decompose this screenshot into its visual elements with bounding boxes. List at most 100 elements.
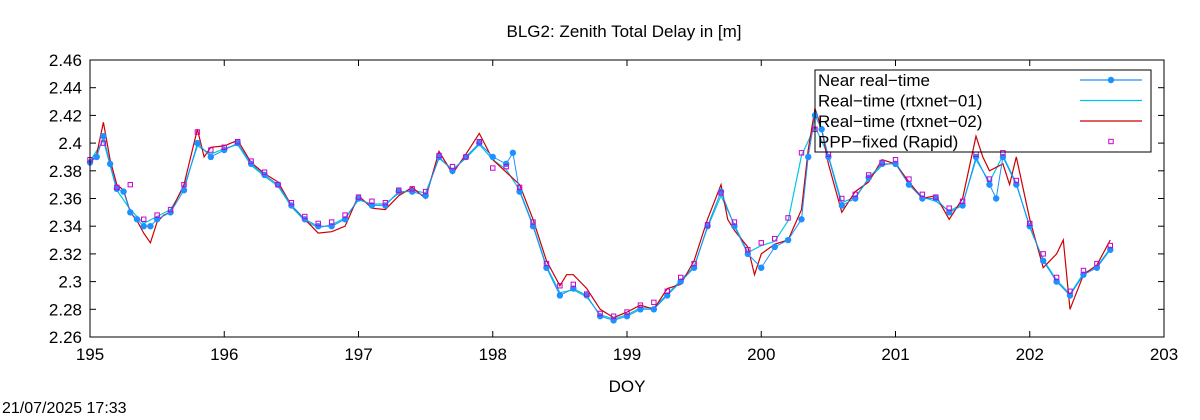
data-point-ppp-fixed <box>409 186 415 192</box>
data-point-ppp-fixed <box>167 206 174 213</box>
data-point-ppp-fixed <box>127 181 133 188</box>
data-point-ppp-fixed <box>476 139 483 145</box>
data-point-near-real-time <box>905 181 913 188</box>
chart-title: BLG2: Zenith Total Delay in [m] <box>507 22 742 41</box>
data-point-ppp-fixed <box>1067 288 1073 294</box>
y-tick-label: 2.44 <box>49 79 82 98</box>
data-point-near-real-time <box>234 139 241 147</box>
data-point-near-real-time <box>409 188 416 195</box>
data-point-ppp-fixed <box>879 159 885 166</box>
data-point-near-real-time <box>1039 257 1047 265</box>
data-point-near-real-time <box>986 181 993 188</box>
data-point-near-real-time <box>650 306 658 313</box>
data-point-near-real-time <box>784 236 792 244</box>
data-point-ppp-fixed <box>1107 242 1113 249</box>
data-point-near-real-time <box>194 139 201 147</box>
y-tick-label: 2.28 <box>49 300 82 319</box>
data-point-ppp-fixed <box>1053 274 1060 281</box>
data-point-ppp-fixed <box>664 288 670 294</box>
data-point-ppp-fixed <box>181 181 187 188</box>
data-point-near-real-time <box>247 160 255 168</box>
y-tick-label: 2.3 <box>58 273 82 292</box>
y-tick-label: 2.46 <box>49 51 82 70</box>
legend-label: Real−time (rtxnet−01) <box>818 92 982 111</box>
data-point-near-real-time <box>838 202 845 209</box>
data-point-ppp-fixed <box>342 212 348 218</box>
data-point-ppp-fixed <box>275 181 281 188</box>
data-point-near-real-time <box>113 185 121 193</box>
data-point-near-real-time <box>1026 223 1033 230</box>
data-point-ppp-fixed <box>959 198 966 204</box>
data-point-ppp-fixed <box>986 176 993 182</box>
data-point-ppp-fixed <box>422 188 429 195</box>
data-point-ppp-fixed <box>852 191 858 198</box>
series-line-rtxnet-02 <box>89 108 1111 319</box>
data-point-near-real-time <box>818 126 825 133</box>
y-tick-label: 2.32 <box>49 245 82 264</box>
data-point-near-real-time <box>288 202 295 209</box>
data-point-ppp-fixed <box>584 291 590 297</box>
data-point-ppp-fixed <box>194 129 201 135</box>
data-point-near-real-time <box>167 209 174 216</box>
data-point-near-real-time <box>509 149 517 156</box>
data-point-near-real-time <box>301 216 308 223</box>
data-point-ppp-fixed <box>919 191 926 198</box>
data-point-ppp-fixed <box>906 176 912 182</box>
data-point-ppp-fixed <box>315 220 321 227</box>
data-point-near-real-time <box>261 171 268 179</box>
data-point-ppp-fixed <box>933 194 939 200</box>
x-axis-label: DOY <box>609 377 646 396</box>
legend-swatch-point <box>1107 76 1115 84</box>
data-point-ppp-fixed <box>208 147 214 153</box>
data-point-near-real-time <box>120 188 127 195</box>
x-tick-label: 203 <box>1150 345 1178 364</box>
data-point-ppp-fixed <box>610 313 617 319</box>
data-point-ppp-fixed <box>1040 251 1046 257</box>
data-point-near-real-time <box>127 209 134 216</box>
data-point-ppp-fixed <box>839 195 845 202</box>
data-point-near-real-time <box>355 195 362 202</box>
data-point-ppp-fixed <box>154 212 160 218</box>
x-tick-label: 201 <box>881 345 909 364</box>
data-point-near-real-time <box>932 195 939 202</box>
timestamp: 21/07/2025 17:33 <box>2 400 127 417</box>
data-point-ppp-fixed <box>141 216 147 222</box>
data-point-ppp-fixed <box>436 152 442 159</box>
legend-label: PPP−fixed (Rapid) <box>818 133 958 152</box>
data-point-ppp-fixed <box>557 283 563 289</box>
data-point-ppp-fixed <box>516 184 523 191</box>
data-point-ppp-fixed <box>678 274 684 281</box>
data-point-near-real-time <box>476 139 483 147</box>
data-point-near-real-time <box>147 223 154 230</box>
data-point-near-real-time <box>502 160 510 168</box>
data-point-ppp-fixed <box>449 163 456 170</box>
data-point-near-real-time <box>221 146 228 154</box>
data-point-near-real-time <box>100 132 107 140</box>
x-tick-label: 202 <box>1016 345 1044 364</box>
data-point-ppp-fixed <box>100 140 107 146</box>
legend-label: Near real−time <box>818 71 930 90</box>
data-point-ppp-fixed <box>261 169 268 175</box>
data-point-ppp-fixed <box>570 281 576 288</box>
x-tick-label: 195 <box>76 345 104 364</box>
y-tick-label: 2.4 <box>58 134 82 153</box>
data-point-near-real-time <box>878 160 886 168</box>
x-tick-label: 199 <box>613 345 641 364</box>
legend-box <box>814 69 1152 153</box>
data-point-ppp-fixed <box>1027 220 1033 227</box>
data-point-near-real-time <box>140 223 147 230</box>
data-point-near-real-time <box>758 264 765 271</box>
data-point-ppp-fixed <box>1080 267 1087 274</box>
data-point-ppp-fixed <box>691 260 697 267</box>
data-point-ppp-fixed <box>651 299 657 306</box>
data-point-ppp-fixed <box>463 154 469 160</box>
x-tick-label: 197 <box>344 345 372 364</box>
data-point-near-real-time <box>395 188 402 195</box>
data-point-near-real-time <box>133 216 141 223</box>
data-point-ppp-fixed <box>396 187 402 193</box>
data-point-near-real-time <box>992 195 1000 202</box>
data-point-ppp-fixed <box>704 222 711 228</box>
data-point-ppp-fixed <box>731 219 738 225</box>
data-point-ppp-fixed <box>597 310 603 317</box>
data-point-near-real-time <box>771 243 778 251</box>
